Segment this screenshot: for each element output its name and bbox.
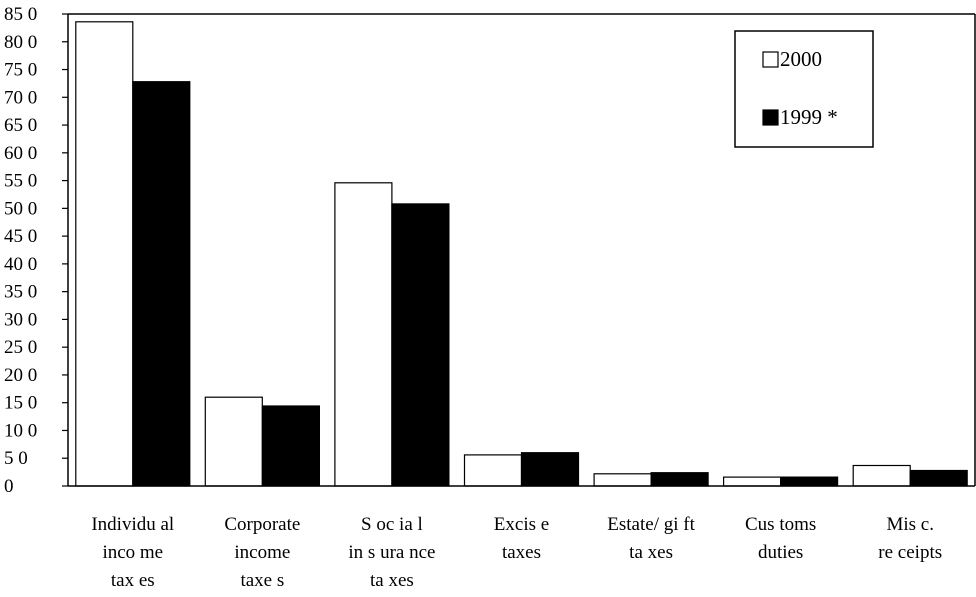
legend-box — [734, 30, 874, 148]
bar-1999-1 — [261, 405, 320, 487]
y-tick-label: 50 0 — [4, 198, 37, 219]
y-tick-label: 45 0 — [4, 226, 37, 247]
x-category-label: Excis e taxes — [494, 514, 549, 563]
legend-label-1999: 1999 * — [780, 105, 838, 129]
bar-1999-2 — [391, 203, 450, 487]
bar-2000-0 — [75, 21, 134, 487]
y-ticks-group: 0 5 0 10 0 15 0 20 0 25 0 30 0 35 0 40 0 45 0 50 0… — [4, 4, 68, 497]
y-tick-label: 75 0 — [4, 60, 37, 81]
y-tick-label: 85 0 — [4, 4, 37, 25]
bar-2000-2 — [334, 182, 393, 487]
x-category-label: Estate/ gi ft ta xes — [607, 514, 695, 563]
plot-frame — [68, 13, 976, 486]
bar-2000-4 — [593, 473, 652, 487]
bar-1999-4 — [650, 472, 709, 487]
legend-swatch-2000 — [762, 51, 779, 68]
bar-2000-3 — [463, 454, 523, 487]
y-tick-label: 0 — [4, 476, 14, 497]
bar-2000-6 — [852, 464, 911, 487]
bar-2000-5 — [722, 476, 782, 487]
y-tick-label: 55 0 — [4, 171, 37, 192]
bar-1999-0 — [132, 81, 191, 487]
y-tick-label: 20 0 — [4, 365, 37, 386]
x-category-label: Mis c. re ceipts — [878, 514, 942, 563]
y-tick-label: 35 0 — [4, 282, 37, 303]
y-tick-label: 25 0 — [4, 337, 37, 358]
legend-label-2000: 2000 — [780, 47, 822, 71]
y-tick-label: 30 0 — [4, 309, 37, 330]
y-tick-label: 65 0 — [4, 115, 37, 136]
legend: 2000 1999 * — [734, 30, 874, 148]
x-category-label: Cus toms duties — [745, 514, 816, 563]
bar-1999-5 — [779, 476, 839, 487]
axes-group — [67, 14, 975, 487]
y-tick-label: 70 0 — [4, 87, 37, 108]
bar-1999-3 — [520, 452, 580, 487]
bar-1999-6 — [909, 469, 968, 487]
y-tick-label: 40 0 — [4, 254, 37, 275]
x-labels-group: Individu al inco me tax es Corporate income t… — [91, 514, 942, 591]
y-tick-label: 5 0 — [4, 448, 28, 469]
bars-group — [75, 21, 968, 487]
bar-2000-1 — [204, 396, 263, 487]
y-tick-label: 10 0 — [4, 420, 37, 441]
x-category-label: Individu al inco me tax es — [91, 514, 174, 591]
y-tick-label: 60 0 — [4, 143, 37, 164]
x-category-label: Corporate income taxe s — [224, 514, 300, 591]
x-category-label: S oc ia l in s ura nce ta xes — [348, 514, 435, 591]
y-tick-label: 80 0 — [4, 32, 37, 53]
legend-swatch-1999 — [762, 109, 779, 126]
y-tick-label: 15 0 — [4, 393, 37, 414]
